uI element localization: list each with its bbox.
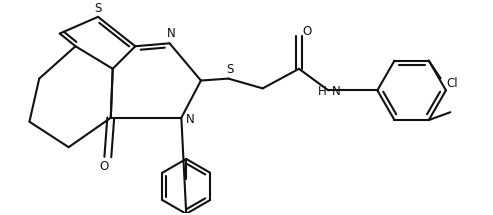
Text: O: O [99, 160, 108, 173]
Text: N: N [332, 85, 341, 98]
Text: O: O [302, 25, 312, 38]
Text: H: H [317, 85, 326, 98]
Text: S: S [94, 2, 102, 15]
Text: N: N [167, 27, 176, 40]
Text: S: S [227, 63, 234, 76]
Text: N: N [186, 113, 195, 126]
Text: Cl: Cl [447, 77, 458, 90]
